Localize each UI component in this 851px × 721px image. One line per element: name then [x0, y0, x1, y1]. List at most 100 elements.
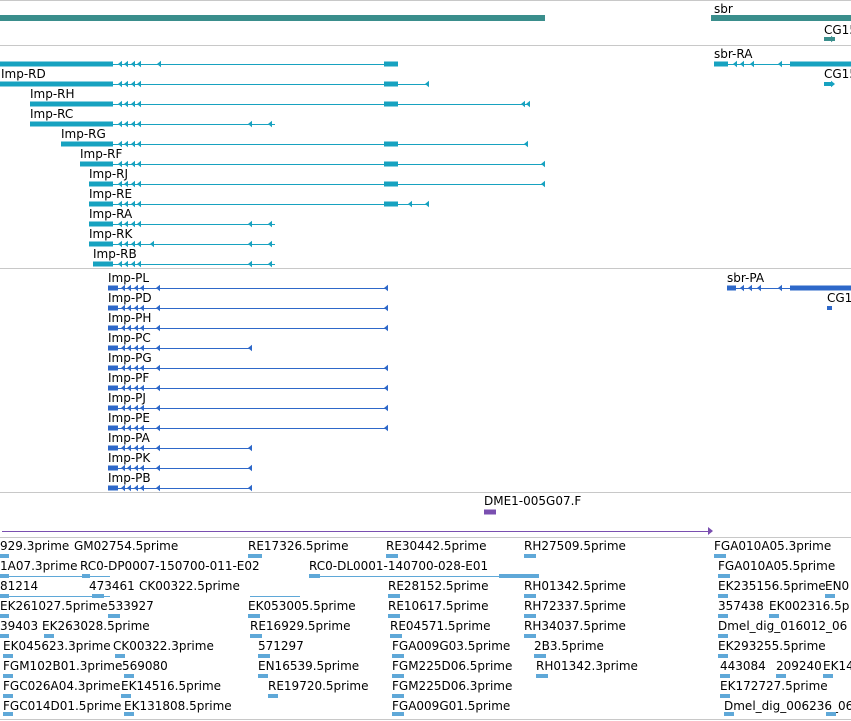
transcript-imp-rb-exon-arrow[interactable]: [137, 240, 141, 248]
protein-imp-2-exon-arrow[interactable]: [156, 324, 160, 332]
est-label[interactable]: RC0-DP0007-150700-011-E02: [80, 559, 260, 573]
transcript-imp-rj-exon[interactable]: [384, 161, 398, 167]
transcript-imp-rb-exon-arrow[interactable]: [124, 240, 128, 248]
transcript-imp-re-exon-arrow[interactable]: [131, 180, 135, 188]
protein-label-imp-pc[interactable]: Imp-PC: [108, 331, 151, 345]
est-label[interactable]: RH01342.5prime: [524, 579, 626, 593]
protein-imp-8-exon-arrow[interactable]: [156, 444, 160, 452]
transcript-imp-rk-exon-arrow[interactable]: [131, 220, 135, 228]
transcript-label-imp-re[interactable]: Imp-RE: [89, 187, 133, 201]
transcript-sbr-ra-exon-arrow[interactable]: [740, 60, 744, 68]
protein-imp-6-exon-arrow[interactable]: [156, 404, 160, 412]
est-block-6-5[interactable]: [720, 674, 730, 678]
est-label[interactable]: FGA009G03.5prime: [392, 639, 511, 653]
est-block-0-0[interactable]: [0, 554, 9, 558]
est-block-0-2[interactable]: [386, 554, 398, 558]
protein-imp-7-exon-arrow[interactable]: [134, 424, 138, 432]
protein-sbr-pa-exon-arrow[interactable]: [778, 284, 782, 292]
protein-imp-4-exon-arrow[interactable]: [384, 364, 388, 372]
est-label[interactable]: 571297: [258, 639, 304, 653]
transcript-imp-rh-exon[interactable]: [0, 81, 113, 87]
est-block-4-5[interactable]: [718, 634, 728, 638]
protein-imp-6-exon-arrow[interactable]: [127, 404, 131, 412]
est-block-6-4[interactable]: [536, 674, 548, 678]
est-block-5-3[interactable]: [392, 654, 404, 658]
est-block-3-2[interactable]: [248, 614, 260, 618]
transcript-imp-rf-exon-arrow[interactable]: [124, 140, 128, 148]
est-primary-arrow[interactable]: [708, 527, 713, 535]
protein-label-imp-pk[interactable]: Imp-PK: [108, 451, 151, 465]
protein-imp-6-exon-arrow[interactable]: [384, 404, 388, 412]
est-label[interactable]: Dmel_dig_006236_06: [724, 699, 851, 713]
transcript-sbr-ra-exon[interactable]: [790, 61, 851, 67]
protein-imp-2-exon-arrow[interactable]: [121, 324, 125, 332]
protein-cg1-exon[interactable]: [827, 306, 832, 310]
protein-imp-4-exon-arrow[interactable]: [121, 364, 125, 372]
transcript-imp-rf-exon-arrow[interactable]: [118, 140, 122, 148]
transcript-imp-ra-exon-arrow[interactable]: [425, 200, 429, 208]
transcript-sbr-ra-exon[interactable]: [714, 61, 728, 67]
protein-imp-6-exon[interactable]: [108, 405, 118, 411]
est-block-6-1[interactable]: [124, 674, 134, 678]
est-block-8-1[interactable]: [124, 712, 134, 716]
est-block-7-1[interactable]: [121, 694, 131, 698]
est-block-6-0[interactable]: [3, 674, 13, 678]
est-label[interactable]: 357438: [718, 599, 764, 613]
protein-sbr-pa-exon[interactable]: [727, 285, 736, 291]
protein-imp-7-exon-arrow[interactable]: [384, 424, 388, 432]
transcript-imp-rd-exon-arrow[interactable]: [131, 60, 135, 68]
est-label[interactable]: RE04571.5prime: [390, 619, 491, 633]
protein-imp-9-exon-arrow[interactable]: [140, 464, 144, 472]
protein-imp-3-exon-arrow[interactable]: [134, 344, 138, 352]
est-label[interactable]: EK053005.5prime: [248, 599, 356, 613]
transcript-sbr-ra-exon-arrow[interactable]: [778, 60, 782, 68]
protein-imp-4-exon-arrow[interactable]: [156, 364, 160, 372]
est-label[interactable]: EN0: [825, 579, 850, 593]
est-block-3-4[interactable]: [524, 614, 536, 618]
est-block-0-3[interactable]: [524, 554, 536, 558]
transcript-imp-rh-exon[interactable]: [384, 81, 398, 87]
protein-imp-9-exon-arrow[interactable]: [121, 464, 125, 472]
transcript-imp-rj-exon-arrow[interactable]: [541, 160, 545, 168]
protein-imp-10-exon-arrow[interactable]: [121, 484, 125, 492]
transcript-label-imp-rj[interactable]: Imp-RJ: [89, 167, 129, 181]
transcript-imp-rk-exon-arrow[interactable]: [118, 220, 122, 228]
protein-imp-5-exon-arrow[interactable]: [127, 384, 131, 392]
est-label[interactable]: GM02754.5prime: [74, 539, 179, 553]
protein-imp-7-exon-arrow[interactable]: [127, 424, 131, 432]
transcript-imp-ra-exon[interactable]: [384, 201, 398, 207]
transcript-imp-rf-exon[interactable]: [384, 141, 398, 147]
transcript-label-imp-ra[interactable]: Imp-RA: [89, 207, 133, 221]
est-label[interactable]: EK002316.5p: [769, 599, 850, 613]
protein-imp-10-exon-arrow[interactable]: [248, 484, 252, 492]
transcript-imp-rb2-exon-arrow[interactable]: [131, 260, 135, 268]
transcript-imp-ra-exon-arrow[interactable]: [124, 200, 128, 208]
est-label[interactable]: 473461: [89, 579, 135, 593]
protein-label-imp-pb[interactable]: Imp-PB: [108, 471, 151, 485]
protein-label-imp-pl[interactable]: Imp-PL: [108, 271, 150, 285]
est-label[interactable]: 39403: [0, 619, 39, 633]
est-block-5-2[interactable]: [258, 654, 270, 658]
protein-imp-0-exon-arrow[interactable]: [121, 284, 125, 292]
est-block-3-1[interactable]: [108, 614, 120, 618]
est-block-2-5[interactable]: [825, 594, 835, 598]
est-block-1-4[interactable]: [718, 574, 730, 578]
protein-imp-5-exon-arrow[interactable]: [156, 384, 160, 392]
est-label[interactable]: 929.3prime: [0, 539, 70, 553]
est-label[interactable]: FGM102B01.3prime: [3, 659, 123, 673]
est-block-6-6[interactable]: [776, 674, 786, 678]
transcript-imp-rd-exon-arrow[interactable]: [118, 60, 122, 68]
protein-imp-1-exon-arrow[interactable]: [127, 304, 131, 312]
protein-imp-0-exon-arrow[interactable]: [156, 284, 160, 292]
est-label[interactable]: CK00322.3prime: [113, 639, 214, 653]
est-label[interactable]: FGC014D01.5prime: [3, 699, 122, 713]
protein-imp-2-exon[interactable]: [108, 325, 118, 331]
est-block-4-1[interactable]: [44, 634, 54, 638]
transcript-imp-rb2-exon-arrow[interactable]: [137, 260, 141, 268]
transcript-imp-ra-exon[interactable]: [89, 201, 113, 207]
est-block-5-4[interactable]: [534, 654, 546, 658]
transcript-imp-rb2-exon-arrow[interactable]: [124, 260, 128, 268]
protein-label-imp-pg[interactable]: Imp-PG: [108, 351, 152, 365]
transcript-imp-rk-exon-arrow[interactable]: [268, 220, 272, 228]
transcript-imp-rd-exon-arrow[interactable]: [157, 60, 161, 68]
